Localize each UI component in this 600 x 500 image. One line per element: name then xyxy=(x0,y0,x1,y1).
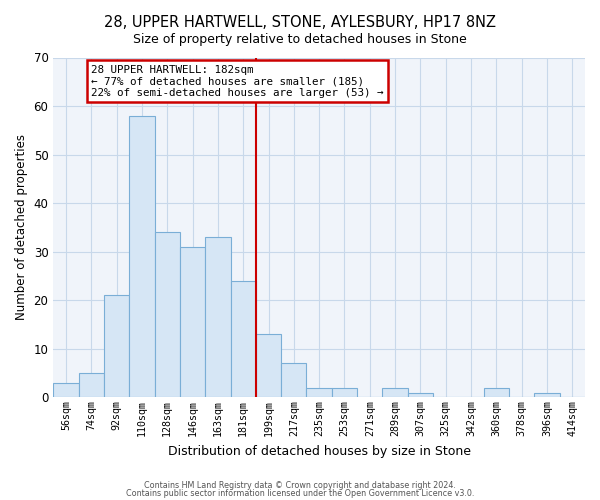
Bar xyxy=(53,383,79,398)
Bar xyxy=(382,388,408,398)
Bar xyxy=(408,392,433,398)
Bar xyxy=(535,392,560,398)
Bar xyxy=(281,364,307,398)
Bar xyxy=(332,388,357,398)
Text: 28, UPPER HARTWELL, STONE, AYLESBURY, HP17 8NZ: 28, UPPER HARTWELL, STONE, AYLESBURY, HP… xyxy=(104,15,496,30)
Text: Contains HM Land Registry data © Crown copyright and database right 2024.: Contains HM Land Registry data © Crown c… xyxy=(144,480,456,490)
Bar xyxy=(205,237,230,398)
Bar xyxy=(180,247,205,398)
Bar xyxy=(129,116,155,398)
Bar xyxy=(79,373,104,398)
Bar xyxy=(307,388,332,398)
Bar xyxy=(230,281,256,398)
Bar xyxy=(256,334,281,398)
Text: Size of property relative to detached houses in Stone: Size of property relative to detached ho… xyxy=(133,32,467,46)
X-axis label: Distribution of detached houses by size in Stone: Distribution of detached houses by size … xyxy=(167,444,470,458)
Bar xyxy=(484,388,509,398)
Y-axis label: Number of detached properties: Number of detached properties xyxy=(15,134,28,320)
Bar xyxy=(104,296,129,398)
Text: 28 UPPER HARTWELL: 182sqm
← 77% of detached houses are smaller (185)
22% of semi: 28 UPPER HARTWELL: 182sqm ← 77% of detac… xyxy=(91,65,384,98)
Text: Contains public sector information licensed under the Open Government Licence v3: Contains public sector information licen… xyxy=(126,489,474,498)
Bar xyxy=(155,232,180,398)
